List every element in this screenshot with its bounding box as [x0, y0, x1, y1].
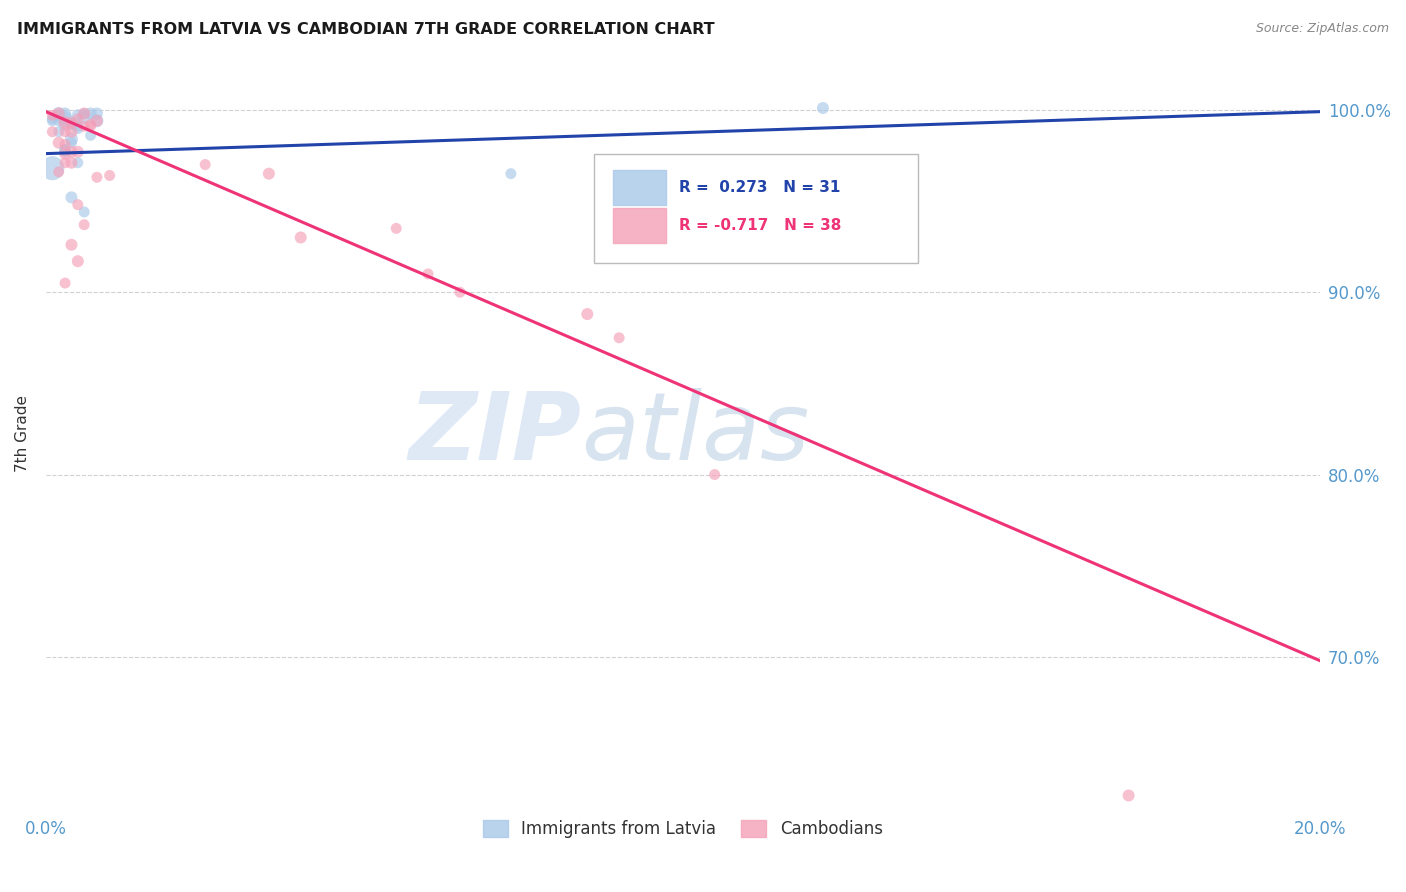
FancyBboxPatch shape [593, 153, 918, 263]
Point [79, 128, 101, 143]
Point [53, 143, 76, 157]
Point [73, 218, 96, 232]
Point [60, 115, 83, 129]
Point [73, 205, 96, 219]
Text: atlas: atlas [581, 388, 810, 479]
Point [449, 285, 471, 300]
Point [53, 117, 76, 131]
Point [53, 276, 76, 290]
Point [53, 145, 76, 159]
Point [48, 136, 70, 150]
Point [86, 170, 108, 185]
Point [416, 267, 439, 281]
Point [385, 221, 408, 235]
Point [79, 106, 101, 120]
Point [66, 155, 89, 169]
Point [73, 106, 96, 120]
Point [79, 120, 101, 134]
Point [41, 125, 63, 139]
Point [290, 230, 312, 244]
Point [41, 108, 63, 122]
Point [60, 237, 83, 252]
Point [53, 125, 76, 139]
Point [48, 108, 70, 122]
Point [48, 165, 70, 179]
Text: IMMIGRANTS FROM LATVIA VS CAMBODIAN 7TH GRADE CORRELATION CHART: IMMIGRANTS FROM LATVIA VS CAMBODIAN 7TH … [17, 22, 714, 37]
Point [257, 167, 280, 181]
Point [53, 143, 76, 157]
Point [53, 112, 76, 126]
Point [66, 108, 89, 122]
Point [73, 110, 96, 124]
Point [48, 113, 70, 128]
Point [79, 117, 101, 131]
Y-axis label: 7th Grade: 7th Grade [15, 395, 30, 472]
Text: R = -0.717   N = 38: R = -0.717 N = 38 [679, 218, 841, 233]
Point [86, 113, 108, 128]
Point [41, 161, 63, 176]
Text: ZIP: ZIP [408, 387, 581, 480]
Point [703, 467, 725, 482]
Point [48, 125, 70, 139]
Point [60, 145, 83, 159]
Point [53, 155, 76, 169]
Point [41, 112, 63, 126]
FancyBboxPatch shape [613, 170, 666, 205]
Point [60, 155, 83, 169]
Point [53, 137, 76, 152]
Point [86, 113, 108, 128]
Point [60, 132, 83, 146]
Text: R =  0.273   N = 31: R = 0.273 N = 31 [679, 180, 841, 195]
Point [811, 101, 834, 115]
Point [73, 120, 96, 134]
Point [60, 136, 83, 150]
Point [60, 190, 83, 204]
Point [66, 254, 89, 268]
Point [66, 120, 89, 134]
Point [66, 112, 89, 126]
Point [60, 117, 83, 131]
Point [53, 146, 76, 161]
Point [499, 167, 522, 181]
FancyBboxPatch shape [613, 208, 666, 243]
Point [66, 121, 89, 136]
Point [576, 307, 599, 321]
Point [60, 125, 83, 139]
Point [73, 106, 96, 120]
Point [98, 169, 121, 183]
Text: Source: ZipAtlas.com: Source: ZipAtlas.com [1256, 22, 1389, 36]
Point [86, 106, 108, 120]
Point [53, 106, 76, 120]
Point [607, 331, 630, 345]
Point [1118, 789, 1140, 803]
Point [48, 106, 70, 120]
Point [60, 115, 83, 129]
Point [194, 157, 217, 171]
Point [41, 113, 63, 128]
Point [66, 145, 89, 159]
Point [48, 106, 70, 120]
Point [66, 197, 89, 211]
Legend: Immigrants from Latvia, Cambodians: Immigrants from Latvia, Cambodians [477, 814, 890, 845]
Point [53, 115, 76, 129]
